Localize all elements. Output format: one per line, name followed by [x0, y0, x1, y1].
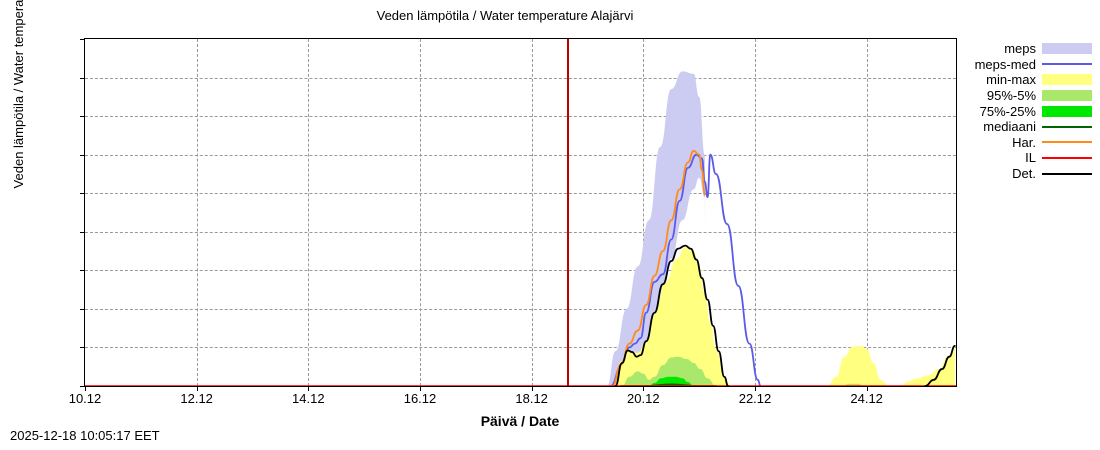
timestamp: 2025-12-18 10:05:17 EET — [10, 428, 160, 443]
series-min-max — [827, 345, 889, 386]
legend-swatch — [1042, 90, 1092, 102]
gridline-horizontal — [85, 154, 956, 156]
y-tick-mark — [80, 386, 85, 387]
y-tick-mark — [80, 39, 85, 40]
x-tick-label: 14.12 — [292, 391, 325, 406]
x-tick-mark — [420, 386, 421, 391]
plot-area: 00.050.10.150.20.250.30.350.40.45 10.121… — [69, 38, 957, 406]
gridline-horizontal — [85, 231, 956, 233]
legend-label: mediaani — [983, 119, 1036, 135]
y-tick-mark — [80, 270, 85, 272]
gridline-horizontal — [85, 270, 956, 272]
legend: meps meps-med min-max 95%-5% 75%-25% mediaani… — [962, 41, 1092, 181]
y-axis-label: Veden lämpötila / Water temperature (C) — [11, 0, 26, 189]
gridline-horizontal — [85, 193, 956, 195]
series-min-max — [900, 345, 955, 386]
legend-swatch — [1042, 125, 1092, 128]
legend-item: meps — [962, 41, 1092, 57]
legend-swatch-fill — [1042, 74, 1092, 86]
legend-label: Har. — [1012, 134, 1036, 150]
legend-swatch-fill — [1042, 141, 1092, 144]
series-det — [924, 345, 956, 386]
gridline-horizontal — [85, 308, 956, 310]
x-tick-mark — [308, 386, 310, 391]
legend-label: 95%-5% — [986, 88, 1036, 104]
legend-swatch — [1042, 43, 1092, 55]
legend-label: Det. — [1012, 166, 1036, 182]
series-container — [85, 39, 956, 386]
series-mediaani — [620, 383, 717, 386]
legend-item: mediaani — [962, 119, 1092, 135]
legend-swatch-fill — [1042, 156, 1092, 159]
legend-swatch — [1042, 156, 1092, 159]
legend-label: IL — [1025, 150, 1036, 166]
legend-swatch-fill — [1042, 63, 1092, 66]
current-time-line — [566, 39, 569, 386]
legend-item: meps-med — [962, 57, 1092, 73]
x-axis-label: Päivä / Date — [480, 413, 560, 429]
legend-swatch-fill — [1042, 43, 1092, 55]
x-tick-mark — [196, 386, 198, 391]
x-tick-mark — [85, 386, 86, 391]
legend-item: Har. — [962, 135, 1092, 151]
legend-item: 75%-25% — [962, 103, 1092, 119]
gridline-horizontal — [85, 116, 956, 118]
gridline-vertical — [643, 39, 645, 386]
y-tick-mark — [80, 77, 85, 79]
legend-swatch — [1042, 74, 1092, 86]
y-tick-mark — [80, 231, 85, 233]
page-title: Veden lämpötila / Water temperature Alaj… — [376, 8, 634, 23]
series-meps — [607, 71, 706, 386]
legend-item: IL — [962, 150, 1092, 166]
x-tick-label: 18.12 — [515, 391, 548, 406]
x-tick-mark — [755, 386, 756, 391]
x-tick-mark — [531, 386, 533, 391]
x-tick-mark — [643, 386, 645, 391]
legend-swatch — [1042, 63, 1092, 66]
legend-swatch-fill — [1042, 105, 1092, 117]
y-tick-mark — [80, 116, 85, 118]
gridline-horizontal — [85, 77, 956, 79]
legend-swatch — [1042, 172, 1092, 175]
gridline-vertical — [866, 39, 868, 386]
legend-swatch-fill — [1042, 172, 1092, 175]
legend-item: Det. — [962, 166, 1092, 182]
y-tick-mark — [80, 154, 85, 156]
x-tick-label: 20.12 — [627, 391, 660, 406]
x-tick-label: 24.12 — [850, 391, 883, 406]
x-tick-mark — [866, 386, 868, 391]
legend-item: min-max — [962, 72, 1092, 88]
series-meps-med — [610, 153, 762, 386]
series-95-5 — [622, 356, 716, 386]
legend-label: 75%-25% — [979, 103, 1036, 119]
y-tick-mark — [80, 193, 85, 195]
legend-label: meps — [1004, 41, 1036, 57]
legend-swatch-fill — [1042, 125, 1092, 128]
x-tick-label: 12.12 — [180, 391, 213, 406]
y-tick-mark — [80, 347, 85, 349]
legend-swatch — [1042, 141, 1092, 144]
gridline-vertical — [420, 39, 421, 386]
x-tick-label: 16.12 — [403, 391, 437, 406]
series-75-25 — [648, 376, 694, 386]
x-tick-label: 10.12 — [68, 391, 102, 406]
legend-swatch-fill — [1042, 90, 1092, 102]
y-tick-mark — [80, 308, 85, 310]
gridline-vertical — [755, 39, 756, 386]
gridline-horizontal — [85, 347, 956, 349]
gridline-vertical — [531, 39, 533, 386]
x-tick-label: 22.12 — [738, 391, 772, 406]
gridline-vertical — [196, 39, 198, 386]
series-svg — [85, 71, 956, 386]
legend-item: 95%-5% — [962, 88, 1092, 104]
gridline-vertical — [308, 39, 310, 386]
legend-swatch — [1042, 105, 1092, 117]
series-det — [614, 244, 730, 386]
legend-label: min-max — [986, 72, 1036, 88]
series-har — [611, 149, 706, 386]
legend-label: meps-med — [974, 56, 1036, 72]
